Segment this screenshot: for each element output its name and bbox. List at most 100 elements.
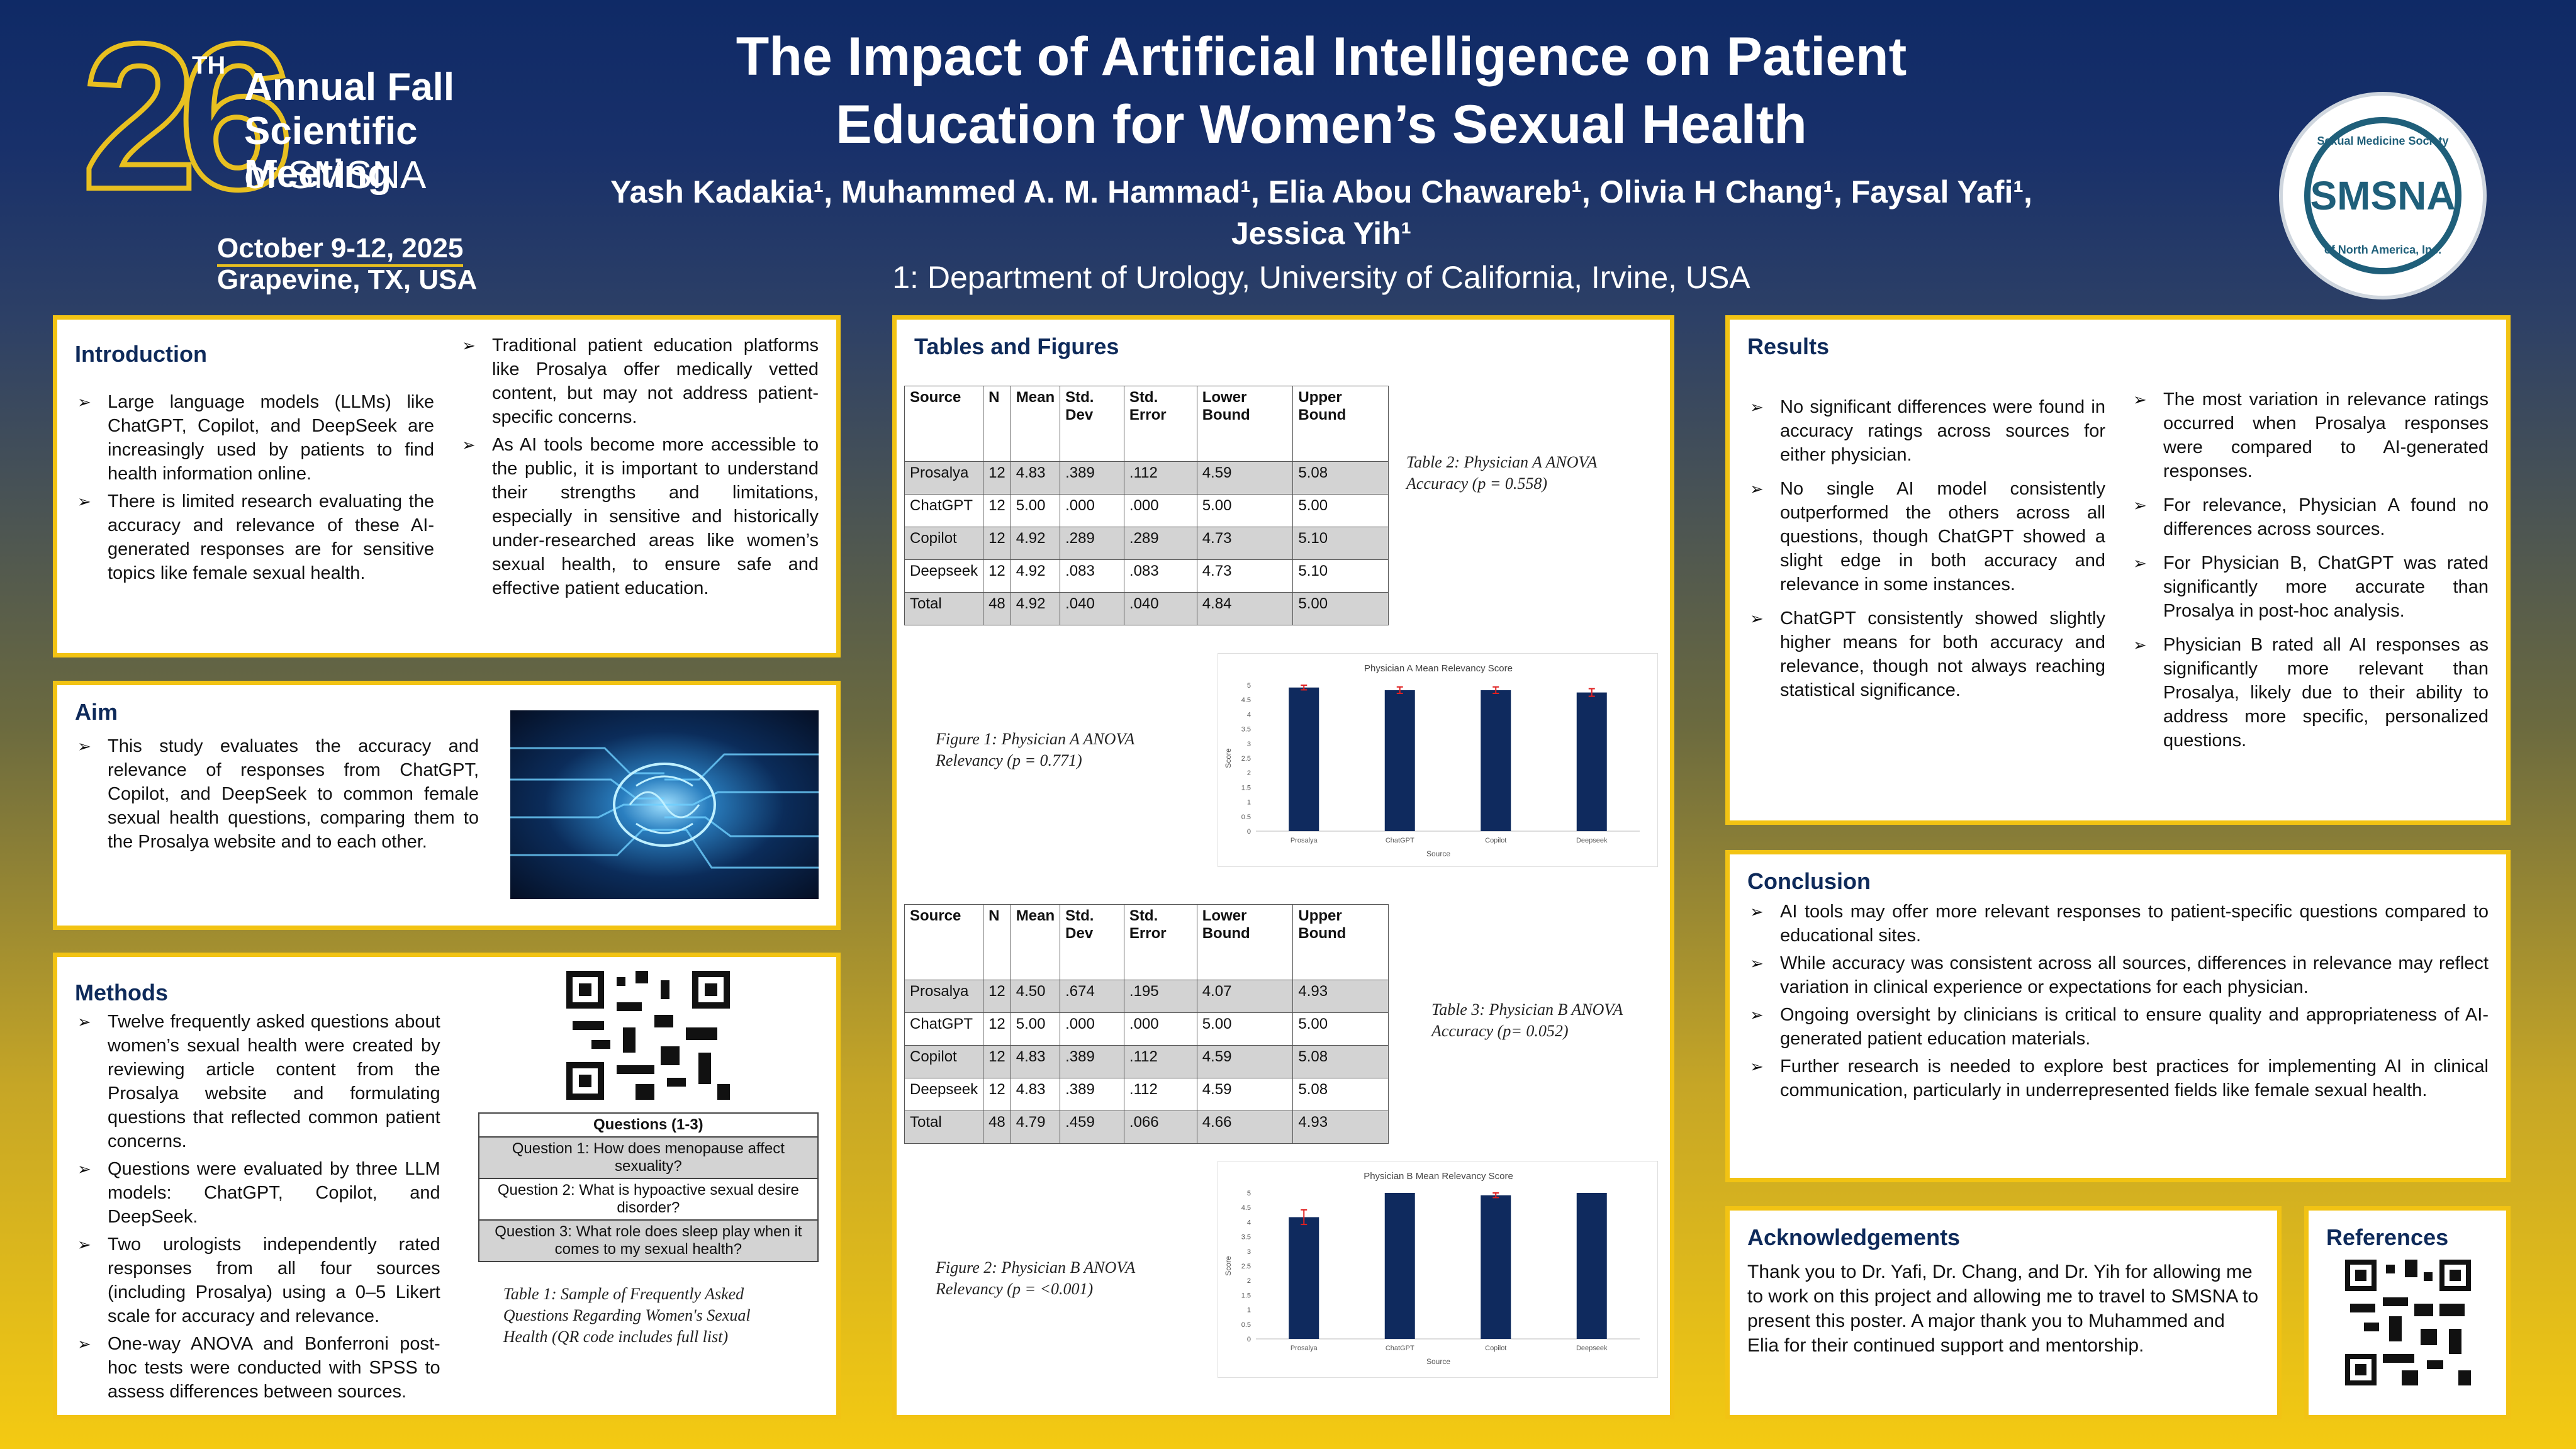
table-cell: 12 <box>983 527 1011 560</box>
list-item: Large language models (LLMs) like ChatGP… <box>75 390 434 486</box>
table-cell: 4.93 <box>1292 1111 1389 1144</box>
questions-table: Questions (1-3) Question 1: How does men… <box>478 1112 819 1262</box>
meeting-badge: 26 TH Annual Fall Scientific Meeting of … <box>79 10 573 308</box>
table-cell: 12 <box>983 1078 1011 1111</box>
y-axis-label: Score <box>1224 748 1233 768</box>
table-cell: Copilot <box>904 1045 984 1078</box>
bar <box>1481 1195 1511 1339</box>
y-tick-label: 3.5 <box>1241 726 1251 734</box>
figure1-chart: Physician A Mean Relevancy Score 0 0.5 1 1.5… <box>1218 653 1658 867</box>
aim-title: Aim <box>75 699 118 725</box>
list-item: The most variation in relevance ratings … <box>2131 388 2489 483</box>
question-row: Question 1: How does menopause affect se… <box>478 1136 819 1179</box>
acknowledgements-text: Thank you to Dr. Yafi, Dr. Chang, and Dr… <box>1747 1262 2259 1356</box>
table-cell: Deepseek <box>904 559 984 593</box>
table-cell: Copilot <box>904 527 984 560</box>
references-panel: References <box>2304 1206 2511 1419</box>
questions-table-header: Questions (1-3) <box>478 1112 819 1138</box>
references-title: References <box>2326 1224 2449 1250</box>
list-item: Further research is needed to explore be… <box>1747 1055 2489 1102</box>
table-cell: .112 <box>1123 461 1197 495</box>
meeting-line1: Annual Fall <box>244 65 455 109</box>
poster-title: The Impact of Artificial Intelligence on… <box>566 23 2076 159</box>
chart-title: Physician A Mean Relevancy Score <box>1364 663 1513 674</box>
table-cell: 12 <box>983 980 1011 1013</box>
authors-line2: Jessica Yih¹ <box>1231 216 1412 251</box>
methods-title: Methods <box>75 980 168 1005</box>
x-tick-label: Deepseek <box>1576 837 1608 844</box>
bar <box>1384 1193 1415 1339</box>
list-item: ChatGPT consistently showed slightly hig… <box>1747 607 2105 702</box>
bar <box>1481 690 1511 831</box>
methods-list: Twelve frequently asked questions about … <box>75 1010 440 1404</box>
x-tick-label: Copilot <box>1485 1345 1506 1352</box>
table-cell: 5.00 <box>1010 494 1061 527</box>
table-cell: .000 <box>1123 1012 1197 1046</box>
list-item: Two urologists independently rated respo… <box>75 1233 440 1328</box>
y-tick-label: 3 <box>1247 1248 1251 1256</box>
y-tick-label: 1.5 <box>1241 784 1251 792</box>
table-cell: 12 <box>983 559 1011 593</box>
table-header-cell: N <box>983 386 1011 462</box>
table-header-cell: Lower Bound <box>1196 386 1294 462</box>
y-tick-label: 4.5 <box>1241 697 1251 704</box>
table-header-cell: Upper Bound <box>1292 386 1389 462</box>
table-cell: .289 <box>1123 527 1197 560</box>
list-item: No single AI model consistently outperfo… <box>1747 477 2105 596</box>
meeting-location: Grapevine, TX, USA <box>217 264 478 295</box>
introduction-title: Introduction <box>75 341 207 367</box>
list-item: There is limited research evaluating the… <box>75 490 434 585</box>
y-tick-label: 5 <box>1247 1190 1251 1197</box>
authors-line1: Yash Kadakia¹, Muhammed A. M. Hammad¹, E… <box>610 174 2032 210</box>
table-cell: 4.73 <box>1196 527 1294 560</box>
table-cell: 4.93 <box>1292 980 1389 1013</box>
table-cell: Total <box>904 1111 984 1144</box>
table-header-cell: Source <box>904 904 984 980</box>
table-cell: .000 <box>1060 494 1124 527</box>
table-cell: 5.08 <box>1292 461 1389 495</box>
table-cell: .459 <box>1060 1111 1124 1144</box>
questions-qr-code[interactable] <box>566 971 731 1100</box>
table-cell: 4.92 <box>1010 592 1061 625</box>
table-cell: .674 <box>1060 980 1124 1013</box>
table-cell: .083 <box>1060 559 1124 593</box>
table-cell: 4.07 <box>1196 980 1294 1013</box>
x-axis-label: Source <box>1426 1357 1450 1366</box>
list-item: For Physician B, ChatGPT was rated signi… <box>2131 551 2489 623</box>
y-tick-label: 3.5 <box>1241 1234 1251 1241</box>
table-cell: ChatGPT <box>904 1012 984 1046</box>
meeting-line3: of SMSNA <box>244 154 427 197</box>
table-cell: .066 <box>1123 1111 1197 1144</box>
x-tick-label: ChatGPT <box>1386 1345 1414 1352</box>
table-cell: 12 <box>983 494 1011 527</box>
table-cell: .195 <box>1123 980 1197 1013</box>
table-row: Total 48 4.79.459.066 4.66 4.93 <box>904 1111 1389 1144</box>
table-row: Deepseek 12 4.92.083.083 4.73 5.10 <box>904 559 1389 593</box>
table-cell: .112 <box>1123 1045 1197 1078</box>
y-axis-label: Score <box>1224 1256 1233 1276</box>
affiliation: 1: Department of Urology, University of … <box>892 260 1750 295</box>
table-cell: Deepseek <box>904 1078 984 1111</box>
table-row: Deepseek 12 4.83.389.112 4.59 5.08 <box>904 1078 1389 1111</box>
aim-list: This study evaluates the accuracy and re… <box>75 734 479 854</box>
bar <box>1289 687 1319 831</box>
y-tick-label: 1 <box>1247 1307 1251 1314</box>
table-cell: 12 <box>983 461 1011 495</box>
y-tick-label: 4 <box>1247 1219 1251 1226</box>
list-item: Twelve frequently asked questions about … <box>75 1010 440 1153</box>
table-cell: .389 <box>1060 461 1124 495</box>
chart-svg: Physician A Mean Relevancy Score 0 0.5 1 1.5… <box>1224 663 1640 858</box>
table-cell: 4.50 <box>1010 980 1061 1013</box>
table-cell: 4.84 <box>1196 592 1294 625</box>
table-cell: 48 <box>983 1111 1011 1144</box>
table-header-cell: Lower Bound <box>1196 904 1294 980</box>
table-cell: 4.59 <box>1196 461 1294 495</box>
table-row: Copilot 12 4.92.289.289 4.73 5.10 <box>904 527 1389 560</box>
table-cell: ChatGPT <box>904 494 984 527</box>
bar <box>1576 1193 1607 1339</box>
references-qr-code[interactable] <box>2345 1260 2471 1385</box>
table-row: Total 48 4.92.040.040 4.84 5.00 <box>904 592 1389 625</box>
table-cell: Prosalya <box>904 461 984 495</box>
table2: Source N Mean Std. Dev Std. Error Lower Bound… <box>904 386 1389 625</box>
table-cell: 4.92 <box>1010 527 1061 560</box>
